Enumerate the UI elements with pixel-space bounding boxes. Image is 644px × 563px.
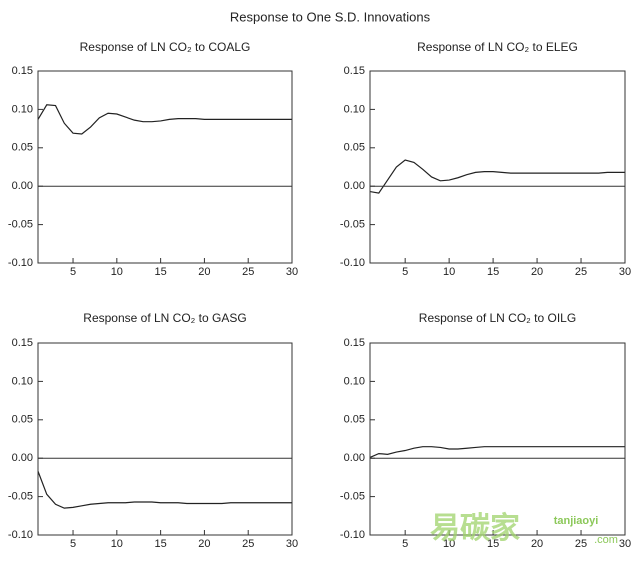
- x-tick-label: 5: [70, 266, 76, 278]
- response-line: [369, 446, 625, 458]
- y-tick-label: 0.05: [12, 414, 33, 426]
- y-tick-label: -0.10: [340, 529, 365, 541]
- x-tick-label: 30: [286, 538, 298, 550]
- y-tick-label: -0.05: [8, 219, 33, 231]
- y-tick-label: 0.00: [344, 180, 365, 192]
- panel-title: Response of LN CO₂ to GASG: [83, 311, 246, 325]
- x-tick-label: 10: [443, 266, 455, 278]
- x-tick-label: 15: [154, 266, 166, 278]
- y-tick-label: 0.15: [344, 337, 365, 349]
- x-tick-label: 20: [198, 538, 210, 550]
- y-tick-label: 0.15: [12, 65, 33, 77]
- y-tick-label: 0.15: [344, 65, 365, 77]
- watermark-domain: .com: [594, 534, 618, 546]
- x-tick-label: 25: [242, 266, 254, 278]
- y-tick-label: 0.10: [12, 375, 33, 387]
- x-tick-label: 10: [111, 538, 123, 550]
- y-tick-label: -0.05: [8, 491, 33, 503]
- plot-frame: [369, 342, 626, 536]
- y-tick-label: 0.15: [12, 337, 33, 349]
- y-tick-label: -0.05: [340, 219, 365, 231]
- x-tick-label: 15: [487, 266, 499, 278]
- y-tick-label: 0.05: [344, 414, 365, 426]
- response-line: [369, 159, 625, 194]
- y-tick-label: 0.00: [12, 180, 33, 192]
- x-tick-label: 15: [487, 538, 499, 550]
- x-tick-label: 30: [286, 266, 298, 278]
- x-tick-label: 25: [575, 266, 587, 278]
- x-tick-label: 20: [531, 266, 543, 278]
- plot-frame: [37, 342, 293, 536]
- y-tick-label: -0.10: [340, 257, 365, 269]
- panel-title: Response of LN CO₂ to OILG: [419, 311, 576, 325]
- x-tick-label: 5: [402, 266, 408, 278]
- response-line: [37, 104, 292, 135]
- y-tick-label: -0.10: [8, 529, 33, 541]
- x-tick-label: 20: [531, 538, 543, 550]
- x-tick-label: 10: [443, 538, 455, 550]
- plot-frame: [369, 70, 626, 264]
- y-tick-label: 0.05: [344, 142, 365, 154]
- y-tick-label: 0.05: [12, 142, 33, 154]
- y-tick-label: -0.05: [340, 491, 365, 503]
- figure-title: Response to One S.D. Innovations: [230, 9, 431, 24]
- x-tick-label: 20: [198, 266, 210, 278]
- x-tick-label: 5: [70, 538, 76, 550]
- panel-title: Response of LN CO₂ to COALG: [80, 40, 251, 54]
- x-tick-label: 5: [402, 538, 408, 550]
- watermark-logo: 易碳家: [430, 512, 520, 545]
- response-line: [37, 471, 292, 509]
- x-tick-label: 15: [154, 538, 166, 550]
- y-tick-label: -0.10: [8, 257, 33, 269]
- y-tick-label: 0.10: [344, 103, 365, 115]
- x-tick-label: 30: [619, 266, 631, 278]
- y-tick-label: 0.10: [344, 375, 365, 387]
- x-tick-label: 30: [619, 538, 631, 550]
- x-tick-label: 25: [242, 538, 254, 550]
- panel-title: Response of LN CO₂ to ELEG: [417, 40, 578, 54]
- x-tick-label: 10: [111, 266, 123, 278]
- watermark-site: tanjiaoyi: [554, 515, 599, 527]
- y-tick-label: 0.00: [344, 452, 365, 464]
- y-tick-label: 0.10: [12, 103, 33, 115]
- x-tick-label: 25: [575, 538, 587, 550]
- y-tick-label: 0.00: [12, 452, 33, 464]
- plot-frame: [37, 70, 293, 264]
